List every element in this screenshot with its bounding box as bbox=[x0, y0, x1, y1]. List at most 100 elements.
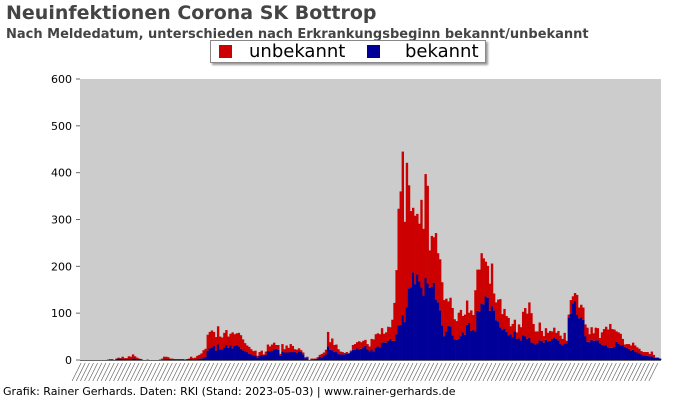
bar-unbekannt bbox=[538, 322, 541, 341]
bar-unbekannt bbox=[615, 331, 618, 342]
bar-unbekannt bbox=[478, 269, 481, 312]
bar-unbekannt bbox=[376, 333, 380, 347]
bar-bekannt bbox=[243, 351, 247, 360]
bar-bekannt bbox=[337, 353, 340, 360]
bar-bekannt bbox=[451, 335, 454, 360]
bar-unbekannt bbox=[258, 352, 261, 356]
bar-unbekannt bbox=[275, 345, 278, 349]
x-tick-mark bbox=[154, 362, 165, 382]
bar-bekannt bbox=[295, 352, 299, 360]
bar-bekannt bbox=[260, 354, 263, 360]
bar-unbekannt bbox=[609, 323, 612, 348]
bar-bekannt bbox=[642, 355, 645, 360]
bar-unbekannt bbox=[492, 293, 496, 311]
bar-unbekannt bbox=[395, 270, 398, 335]
bar-bekannt bbox=[368, 351, 371, 360]
bar-bekannt bbox=[505, 331, 508, 360]
bar-unbekannt bbox=[499, 299, 502, 328]
x-tick-mark bbox=[544, 362, 555, 382]
x-tick-mark bbox=[553, 362, 563, 382]
bar-bekannt bbox=[519, 340, 523, 360]
bar-bekannt bbox=[407, 288, 411, 360]
legend-label-bekannt: bekannt bbox=[405, 41, 479, 62]
bar-unbekannt bbox=[646, 352, 649, 356]
bar-bekannt bbox=[385, 342, 388, 360]
bar-unbekannt bbox=[223, 332, 226, 348]
x-tick-mark bbox=[387, 362, 397, 382]
x-tick-mark bbox=[237, 362, 248, 382]
x-tick-mark bbox=[113, 362, 123, 382]
x-tick-mark bbox=[275, 362, 285, 382]
x-tick-mark bbox=[640, 362, 650, 382]
bar-bekannt bbox=[347, 353, 351, 360]
bar-unbekannt bbox=[412, 207, 415, 273]
bar-unbekannt bbox=[588, 334, 591, 343]
bar-unbekannt bbox=[515, 332, 519, 339]
bar-bekannt bbox=[436, 302, 440, 360]
bar-bekannt bbox=[414, 284, 417, 360]
bar-bekannt bbox=[376, 346, 380, 360]
bar-bekannt bbox=[133, 358, 137, 360]
x-tick-mark bbox=[304, 362, 314, 382]
x-tick-mark bbox=[125, 362, 136, 382]
x-tick-mark bbox=[217, 362, 227, 382]
bar-unbekannt bbox=[586, 327, 589, 342]
bar-bekannt bbox=[374, 347, 378, 360]
bar-bekannt bbox=[248, 353, 251, 360]
bar-bekannt bbox=[281, 351, 284, 360]
bar-unbekannt bbox=[316, 357, 319, 359]
bar-bekannt bbox=[478, 311, 481, 360]
x-tick-mark bbox=[246, 362, 256, 382]
bar-bekannt bbox=[621, 345, 624, 360]
bar-bekannt bbox=[355, 348, 359, 360]
bar-unbekannt bbox=[422, 228, 425, 296]
bar-bekannt bbox=[588, 342, 591, 360]
bar-bekannt bbox=[638, 353, 641, 360]
x-tick-mark bbox=[171, 362, 181, 382]
x-tick-mark bbox=[536, 362, 547, 382]
x-tick-mark bbox=[590, 362, 601, 382]
bar-bekannt bbox=[127, 359, 131, 360]
x-tick-mark bbox=[71, 362, 82, 382]
bar-bekannt bbox=[353, 349, 357, 360]
bar-bekannt bbox=[461, 332, 465, 360]
bar-unbekannt bbox=[287, 347, 290, 353]
x-tick-mark bbox=[179, 362, 190, 382]
bar-bekannt bbox=[532, 343, 535, 360]
bar-bekannt bbox=[536, 343, 539, 360]
bar-unbekannt bbox=[611, 329, 614, 348]
bar-bekannt bbox=[434, 299, 438, 360]
x-tick-mark bbox=[457, 362, 468, 382]
x-tick-mark bbox=[200, 362, 210, 382]
bar-unbekannt bbox=[582, 307, 585, 320]
bar-bekannt bbox=[492, 310, 496, 360]
bar-unbekannt bbox=[256, 355, 259, 358]
bar-unbekannt bbox=[293, 349, 297, 353]
bar-unbekannt bbox=[347, 352, 351, 354]
x-tick-mark bbox=[632, 362, 642, 382]
bar-bekannt bbox=[582, 319, 585, 360]
chart-subtitle: Nach Meldedatum, unterschieden nach Erkr… bbox=[6, 27, 589, 42]
bar-unbekannt bbox=[393, 302, 396, 341]
bar-bekannt bbox=[447, 325, 450, 360]
bar-bekannt bbox=[252, 355, 255, 360]
bar-bekannt bbox=[592, 340, 595, 360]
bar-unbekannt bbox=[391, 319, 394, 341]
x-tick-mark bbox=[92, 362, 103, 382]
bar-unbekannt bbox=[206, 334, 209, 351]
bar-unbekannt bbox=[640, 351, 643, 355]
bar-bekannt bbox=[524, 336, 527, 360]
bar-bekannt bbox=[426, 283, 429, 360]
bar-unbekannt bbox=[306, 356, 309, 359]
x-tick-mark bbox=[383, 362, 393, 382]
bar-unbekannt bbox=[260, 350, 263, 355]
x-tick-mark bbox=[648, 362, 659, 382]
bar-bekannt bbox=[320, 357, 324, 360]
bar-bekannt bbox=[333, 352, 336, 360]
x-tick-mark bbox=[134, 362, 144, 382]
bar-bekannt bbox=[617, 343, 620, 360]
bar-bekannt bbox=[521, 335, 525, 360]
bar-unbekannt bbox=[285, 345, 288, 353]
x-tick-mark bbox=[432, 362, 443, 382]
